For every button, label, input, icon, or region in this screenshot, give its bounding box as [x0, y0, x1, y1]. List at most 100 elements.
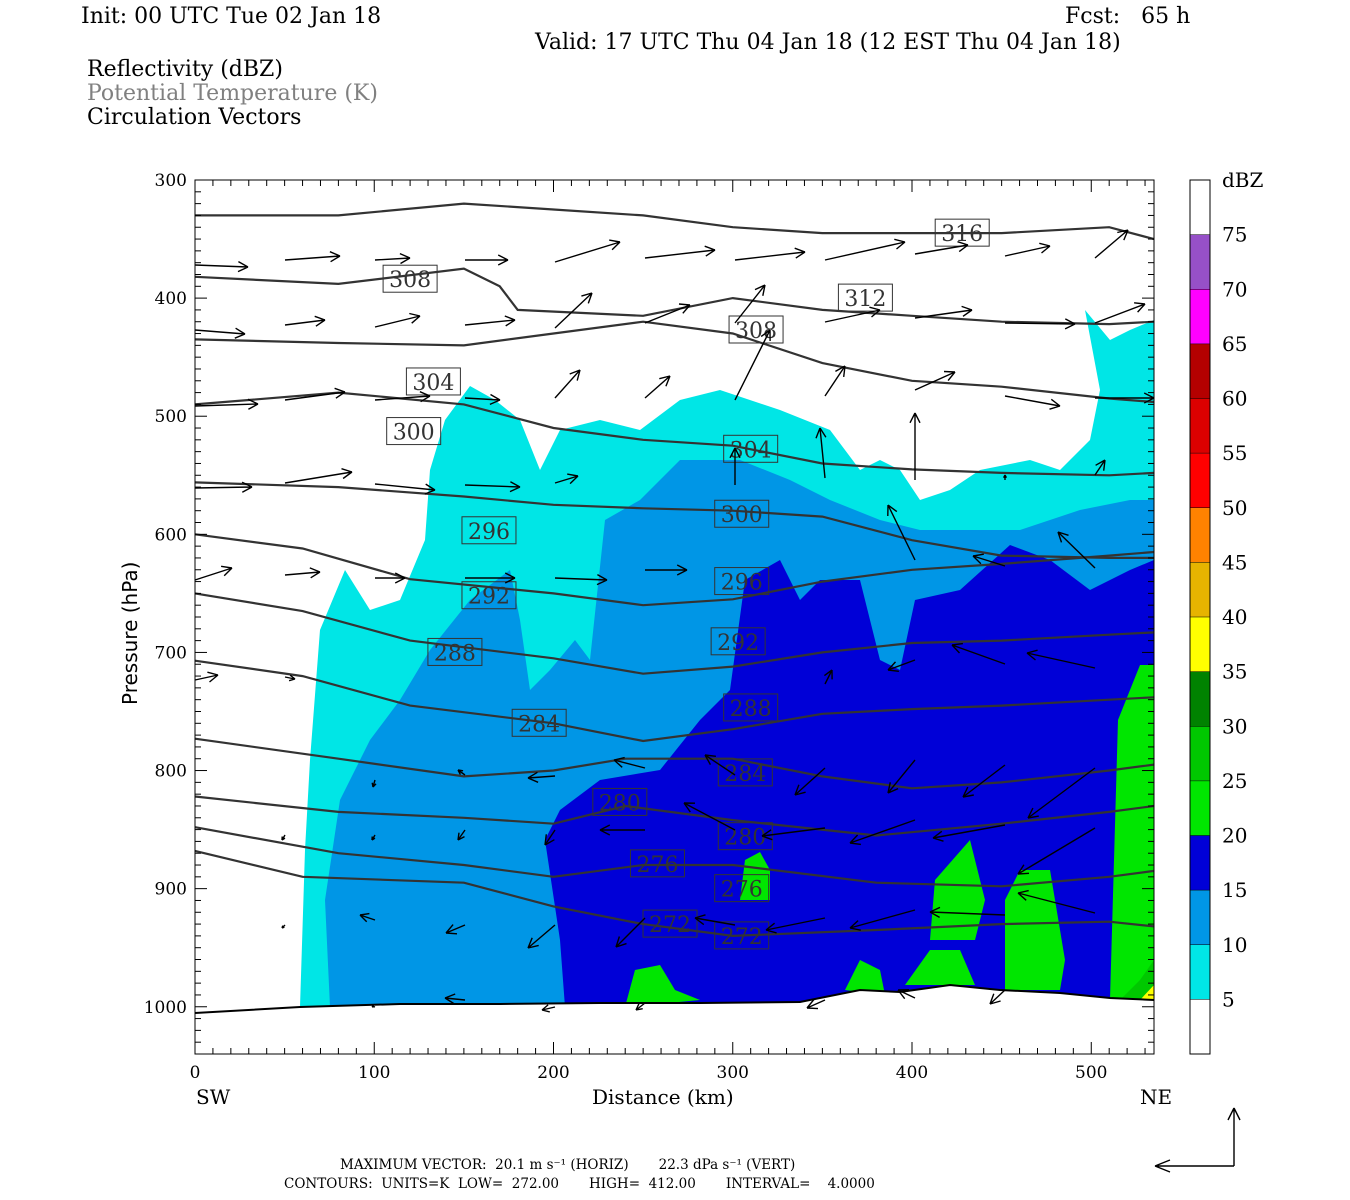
contour-note: CONTOURS: UNITS=K LOW= 272.00 HIGH= 412.… [284, 1176, 875, 1192]
contour-label-box [717, 822, 773, 851]
circulation-vector [599, 824, 645, 836]
contour-label-box [714, 567, 770, 596]
circulation-vector [824, 306, 881, 323]
circulation-vector [929, 906, 1006, 919]
contour-label-box [714, 921, 770, 950]
circulation-vector [527, 924, 556, 949]
contour-label-288: 288 [730, 697, 772, 722]
colorbar-swatch [1190, 289, 1210, 344]
circulation-vector [457, 829, 466, 841]
colorbar-swatch [1190, 507, 1210, 563]
contour-label-box [629, 849, 685, 878]
colorbar-swatch [1190, 890, 1210, 945]
contour-label-284: 284 [518, 712, 560, 737]
circulation-vector [794, 767, 826, 796]
circulation-vector [1094, 459, 1106, 476]
circulation-vector [374, 391, 431, 403]
circulation-vector [371, 834, 376, 841]
colorbar-swatch [1190, 835, 1210, 891]
circulation-vector [281, 924, 286, 929]
y-tick-label: 900 [155, 880, 187, 900]
circulation-vector [444, 993, 466, 1005]
circulation-vector [683, 802, 736, 831]
colorbar-label: 35 [1222, 660, 1247, 684]
y-tick-label: 600 [155, 525, 187, 545]
theta-contour-300 [194, 481, 1154, 560]
circulation-vector [1002, 474, 1008, 480]
theta-contour-316 [195, 202, 1155, 241]
colorbar-swatch [1190, 780, 1210, 836]
contour-label-box [714, 874, 770, 903]
colorbar-swatch [1190, 234, 1210, 290]
circulation-vector [194, 327, 246, 339]
circulation-vector [849, 819, 916, 846]
reflectivity-region [740, 852, 770, 900]
circulation-vector [554, 369, 581, 399]
max-vector-note: MAXIMUM VECTOR: 20.1 m s⁻¹ (HORIZ) 22.3 … [340, 1157, 796, 1173]
contour-label-box [723, 693, 779, 722]
circulation-vector [897, 989, 916, 1000]
circulation-vector [554, 573, 608, 586]
circulation-vector [284, 468, 353, 484]
x-axis-label: Distance (km) [592, 1085, 734, 1109]
circulation-vector [1017, 889, 1096, 914]
circulation-vector [644, 375, 671, 399]
contour-label-box [427, 637, 483, 666]
colorbar-label: 25 [1222, 769, 1247, 793]
circulation-vector [806, 999, 826, 1010]
x-tick-label: 300 [717, 1063, 749, 1083]
circulation-vector [1027, 767, 1096, 819]
ref-vertical-arrow [1227, 1107, 1241, 1166]
colorbar-label: 70 [1222, 277, 1247, 301]
contour-label-272: 272 [721, 925, 763, 950]
circulation-vector [765, 917, 826, 934]
circulation-vector [371, 1005, 376, 1008]
circulation-vector [887, 659, 916, 672]
contour-label-box [728, 315, 784, 344]
circulation-vector [613, 756, 646, 769]
circulation-vector [194, 398, 259, 410]
colorbar-swatch [1190, 726, 1210, 781]
circulation-vector [284, 251, 341, 263]
contour-label-box [461, 581, 517, 610]
contour-label-box [461, 516, 517, 545]
circulation-vector [815, 427, 827, 479]
reflectivity-region [545, 545, 1154, 1007]
colorbar-label: 55 [1222, 441, 1247, 465]
circulation-vector [989, 989, 1006, 1005]
ne-label: NE [1140, 1085, 1173, 1109]
circulation-vector [824, 238, 906, 261]
y-axis-label: Pressure (hPa) [118, 561, 142, 705]
circulation-vector [887, 504, 916, 561]
circulation-vector [284, 387, 346, 401]
contour-label-296: 296 [721, 571, 763, 596]
theta-contour-280 [194, 795, 1155, 837]
theta-contour-272 [194, 849, 1155, 938]
contour-label-296: 296 [468, 520, 510, 545]
contour-label-box [723, 434, 779, 463]
contour-label-300: 300 [721, 503, 763, 528]
contour-label-292: 292 [717, 631, 759, 656]
theta-contour-308 [194, 320, 1155, 404]
colorbar-swatch [1190, 562, 1210, 617]
circulation-vector [849, 909, 916, 931]
circulation-vector [645, 564, 688, 576]
circulation-vector [1057, 531, 1096, 569]
circulation-vector [374, 252, 411, 265]
circulation-vector [554, 239, 621, 263]
colorbar-unit: dBZ [1222, 168, 1264, 192]
colorbar-label: 45 [1222, 550, 1247, 574]
circulation-vector [729, 447, 741, 485]
circulation-vector [932, 824, 1006, 842]
circulation-vector [1004, 318, 1076, 330]
reflectivity-region [1005, 870, 1065, 990]
circulation-vector [972, 553, 1006, 567]
contour-label-box [382, 264, 438, 293]
forecast-hour: Fcst: 65 h [1065, 4, 1191, 29]
sw-label: SW [196, 1085, 231, 1109]
contour-label-box [386, 417, 442, 446]
colorbar-label: 30 [1222, 714, 1247, 738]
colorbar-label: 75 [1222, 223, 1247, 247]
circulation-vector [909, 412, 921, 480]
circulation-vector [541, 1004, 556, 1013]
